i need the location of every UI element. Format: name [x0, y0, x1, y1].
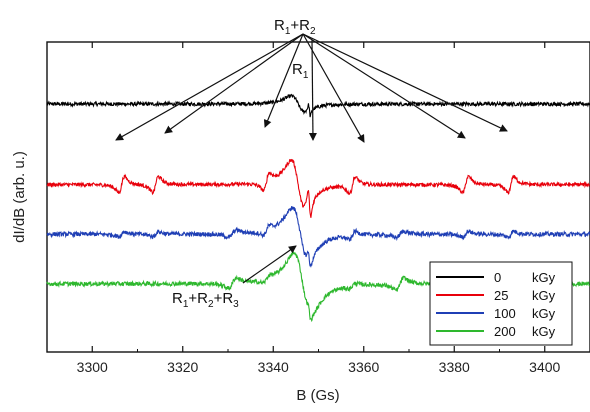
arrow-r1r2-3 [302, 33, 365, 143]
x-tick-label-2: 3340 [258, 359, 289, 375]
annotation-r1r2r3: R1+R2+R3 [172, 290, 239, 310]
series-line-0 [46, 93, 590, 118]
y-axis-label: dI/dB (arb. u.) [11, 151, 28, 243]
legend-value-3: 200 [494, 324, 516, 339]
legend-unit-1: kGy [532, 288, 556, 303]
legend-unit-0: kGy [532, 270, 556, 285]
arrow-r1r2-1 [164, 33, 304, 134]
legend-value-0: 0 [494, 270, 501, 285]
x-tick-label-1: 3320 [167, 359, 198, 375]
arrow-r1r2-5 [302, 33, 508, 132]
x-ticks: 3300 3320 3340 3360 3380 3400 [46, 42, 590, 375]
arrow-r1r2-0 [115, 33, 304, 141]
x-tick-label-5: 3400 [529, 359, 560, 375]
series-line-1 [46, 158, 590, 218]
series-line-2 [46, 206, 590, 268]
arrow-r1r2-4 [302, 33, 466, 139]
annotations: R1+R2 R1 R1+R2+R3 [115, 17, 508, 310]
annotation-r1r2: R1+R2 [274, 17, 316, 37]
annotation-r1: R1 [292, 61, 309, 81]
legend-unit-2: kGy [532, 306, 556, 321]
arrow-r1r2r3 [242, 245, 297, 284]
arrow-r1r2-2 [263, 33, 304, 128]
legend-unit-3: kGy [532, 324, 556, 339]
x-axis-label: B (Gs) [296, 387, 339, 404]
x-tick-label-0: 3300 [77, 359, 108, 375]
x-tick-label-3: 3360 [348, 359, 379, 375]
series-layer [46, 93, 590, 323]
legend: 0 kGy 25 kGy 100 kGy 200 kGy [429, 261, 573, 346]
arrow-r1 [308, 39, 317, 141]
x-tick-label-4: 3380 [439, 359, 470, 375]
legend-value-1: 25 [494, 288, 508, 303]
legend-value-2: 100 [494, 306, 516, 321]
